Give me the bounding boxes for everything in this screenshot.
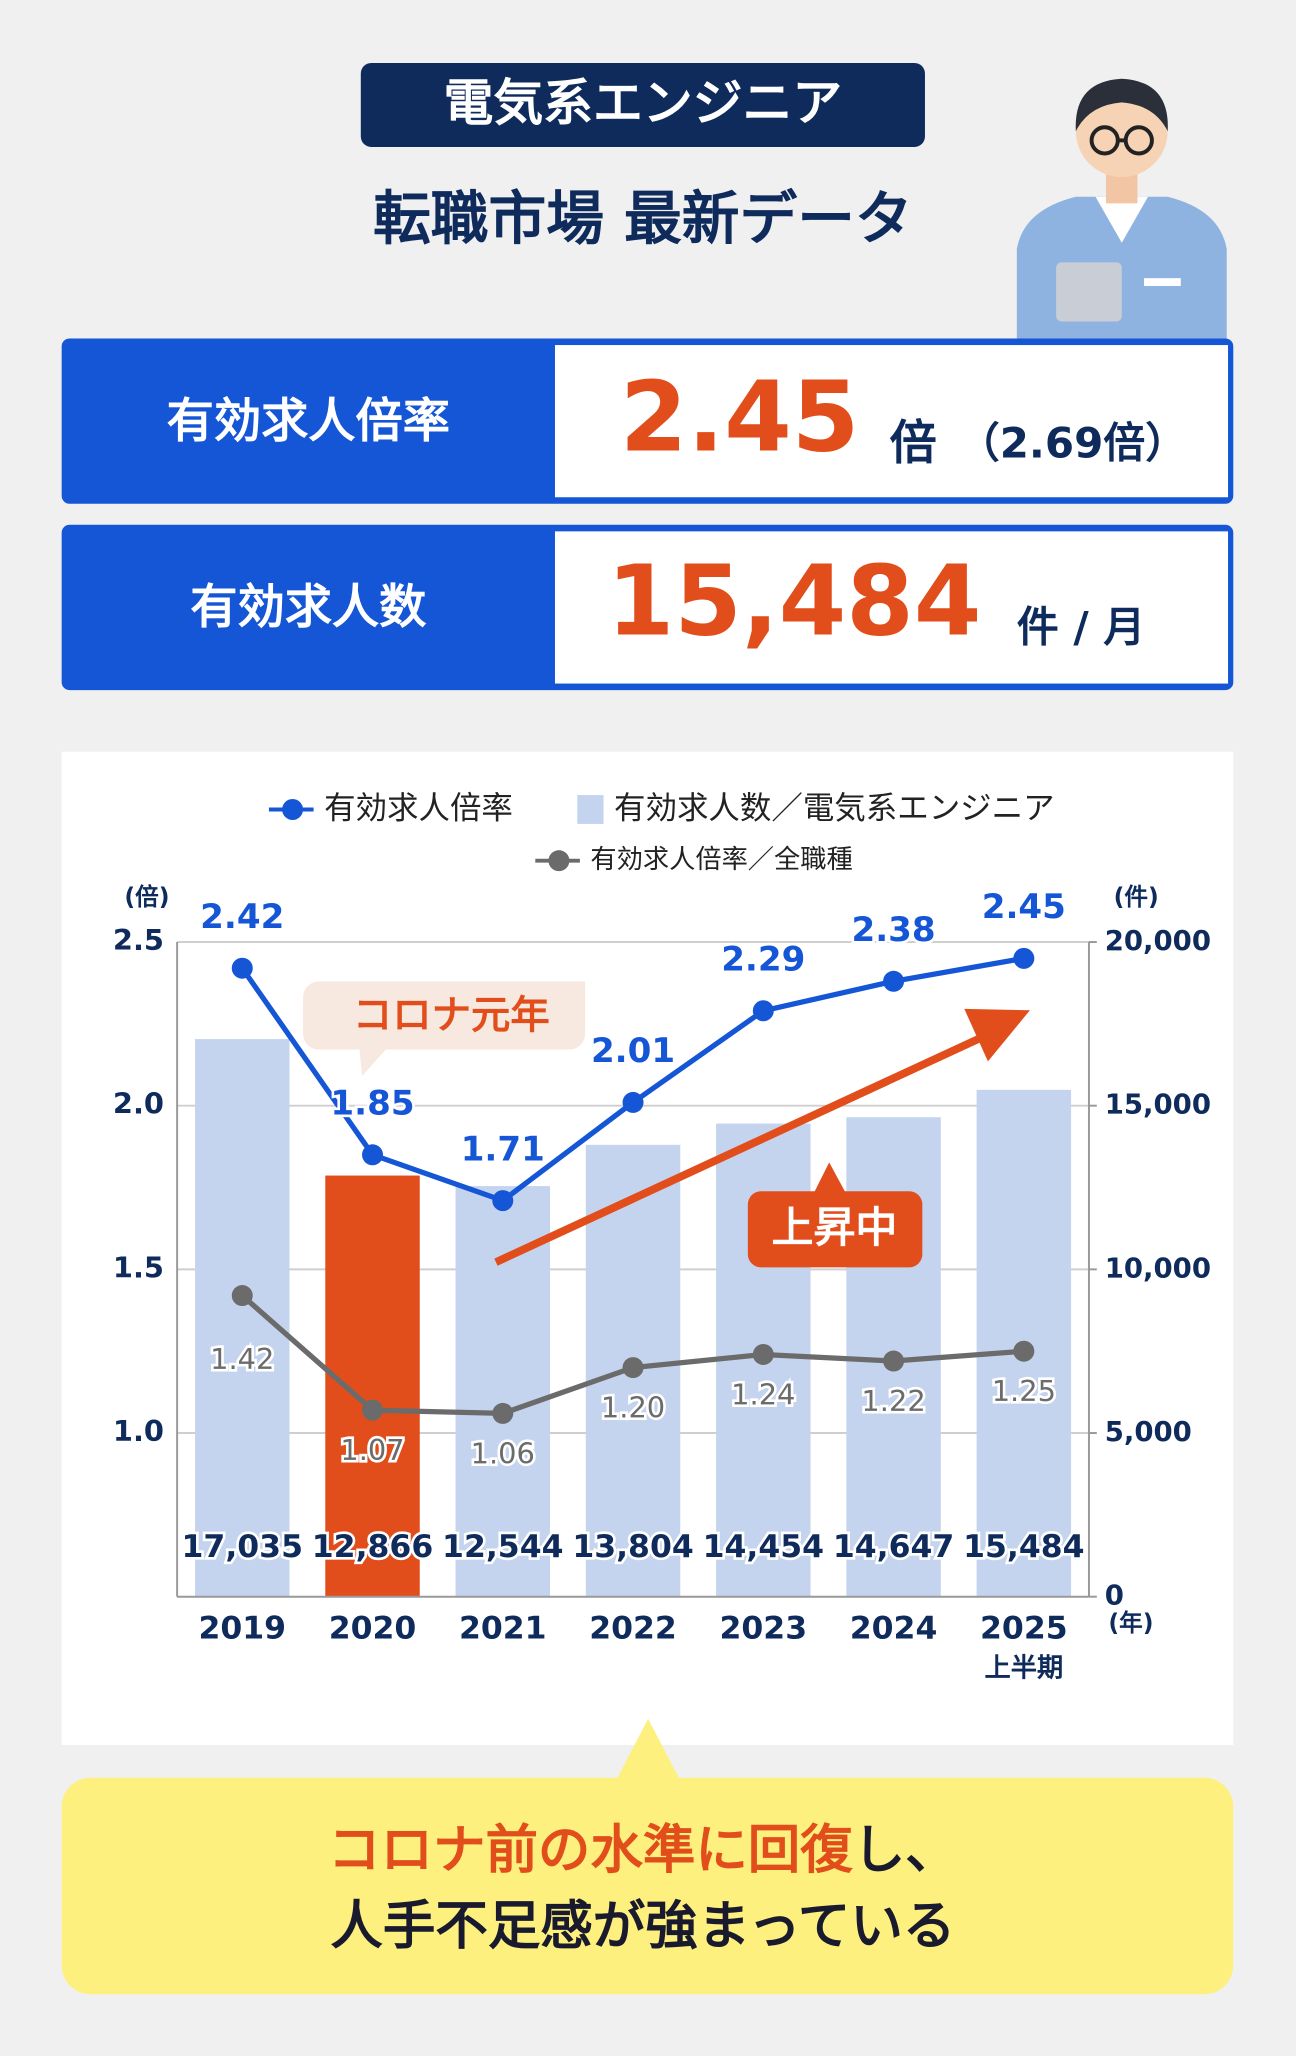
- line-marker: [1013, 947, 1035, 969]
- trend-arrowhead: [964, 1008, 1030, 1062]
- point-label: 1.22: [861, 1384, 925, 1418]
- point-label: 1.42: [210, 1342, 274, 1376]
- annotation: コロナ元年: [353, 993, 550, 1039]
- footer-highlight: コロナ前の水準に回復: [328, 1819, 853, 1880]
- x-tick-label: 2021: [459, 1611, 547, 1647]
- chart: 1.0 1.5 2.0 2.5 0 5,000 10,000 15,000 20,000 (倍) (…: [113, 791, 1211, 1684]
- y2-tick-label: 20,000: [1105, 925, 1211, 957]
- point-label: 2.01: [591, 1031, 675, 1071]
- bar-value-label: 13,804: [572, 1529, 693, 1565]
- y-axis-label: (倍): [124, 883, 169, 911]
- bar-value-label: 14,647: [833, 1529, 954, 1565]
- point-label: 1.07: [340, 1433, 404, 1467]
- line-marker: [492, 1190, 514, 1212]
- line-marker: [492, 1402, 514, 1424]
- legend-marker: [282, 799, 304, 820]
- x-tick-note: 上半期: [984, 1653, 1063, 1683]
- point-label: 2.29: [721, 939, 805, 979]
- footer-tail: [614, 1718, 683, 1785]
- point-label: 2.38: [851, 910, 935, 950]
- bar-value-label: 12,544: [442, 1529, 563, 1565]
- stat-value: 2.45: [620, 361, 860, 474]
- trend-arrow: [494, 1031, 989, 1266]
- legend-label: 有効求人倍率／全職種: [590, 845, 852, 875]
- x-tick-label: 2022: [589, 1611, 677, 1647]
- bar-value-label: 15,484: [963, 1529, 1084, 1565]
- stat-value-panel: [554, 345, 1229, 498]
- y2-axis-label: (件): [1114, 883, 1159, 911]
- legend-marker: [548, 850, 570, 872]
- badge-text: 電気系エンジニア: [443, 74, 842, 132]
- footer-box: [61, 1777, 1234, 1995]
- line-marker: [883, 970, 905, 992]
- stat-value: 15,484: [607, 544, 982, 657]
- stat-note: （2.69倍）: [958, 419, 1187, 468]
- y-tick-label: 2.0: [113, 1087, 164, 1121]
- x-tick-label: 2024: [850, 1611, 938, 1647]
- y2-tick-label: 0: [1105, 1580, 1124, 1612]
- line-marker: [622, 1091, 644, 1113]
- title: 転職市場 最新データ: [373, 185, 913, 253]
- x-tick-label: 2025: [980, 1611, 1068, 1647]
- stat-unit: 倍: [890, 416, 937, 471]
- line-marker: [362, 1399, 384, 1421]
- line-marker: [752, 1000, 774, 1022]
- line-marker: [752, 1343, 774, 1365]
- y2-tick-label: 10,000: [1105, 1252, 1211, 1284]
- badge: [360, 62, 925, 147]
- legend-label: 有効求人倍率: [324, 791, 513, 827]
- stat-label: 有効求人倍率: [167, 394, 450, 449]
- line-marker: [362, 1144, 384, 1166]
- line-marker: [622, 1357, 644, 1379]
- legend-swatch: [577, 795, 604, 824]
- line-marker: [883, 1350, 905, 1372]
- bar-value-label: 12,866: [312, 1529, 433, 1565]
- point-label: 1.24: [731, 1377, 795, 1411]
- point-label: 2.45: [982, 887, 1066, 927]
- footer-text: し、: [853, 1819, 958, 1880]
- legend-label: 有効求人数／電気系エンジニア: [614, 791, 1055, 827]
- bar-value-label: 14,454: [703, 1529, 824, 1565]
- x-tick-label: 2019: [198, 1611, 286, 1647]
- point-label: 1.25: [992, 1374, 1056, 1408]
- y2-tick-label: 5,000: [1105, 1416, 1192, 1448]
- callout-bubble: [303, 981, 586, 1076]
- y2-tick-label: 15,000: [1105, 1089, 1211, 1121]
- footer-line: 人手不足感が強まっている: [330, 1895, 955, 1956]
- annotation: 上昇中: [771, 1203, 897, 1252]
- y-tick-label: 2.5: [113, 923, 164, 957]
- bar: [195, 1039, 290, 1597]
- stat-label: 有効求人数: [190, 580, 427, 635]
- label-tail: [813, 1162, 847, 1194]
- line-marker: [1013, 1340, 1035, 1362]
- y-tick-label: 1.5: [113, 1250, 164, 1284]
- y-tick-label: 1.0: [113, 1414, 164, 1448]
- bar-value-label: 17,035: [182, 1529, 303, 1565]
- point-label: 1.20: [601, 1391, 665, 1425]
- label-box: [747, 1191, 923, 1268]
- bar: [325, 1175, 420, 1597]
- line-marker: [231, 957, 253, 979]
- point-label: 2.42: [200, 897, 284, 937]
- footer-line: コロナ前の水準に回復し、: [328, 1819, 958, 1880]
- point-label: 1.85: [330, 1083, 414, 1123]
- point-label: 1.06: [471, 1436, 535, 1470]
- bar: [455, 1186, 551, 1597]
- stat-unit: 件 / 月: [1017, 602, 1146, 651]
- engineer-illustration: [1016, 78, 1227, 339]
- x-axis-label: (年): [1108, 1609, 1153, 1637]
- x-tick-label: 2020: [329, 1611, 417, 1647]
- stat-value-panel: [554, 531, 1229, 684]
- x-tick-label: 2023: [720, 1611, 808, 1647]
- line-marker: [231, 1285, 253, 1307]
- point-label: 1.71: [461, 1129, 545, 1169]
